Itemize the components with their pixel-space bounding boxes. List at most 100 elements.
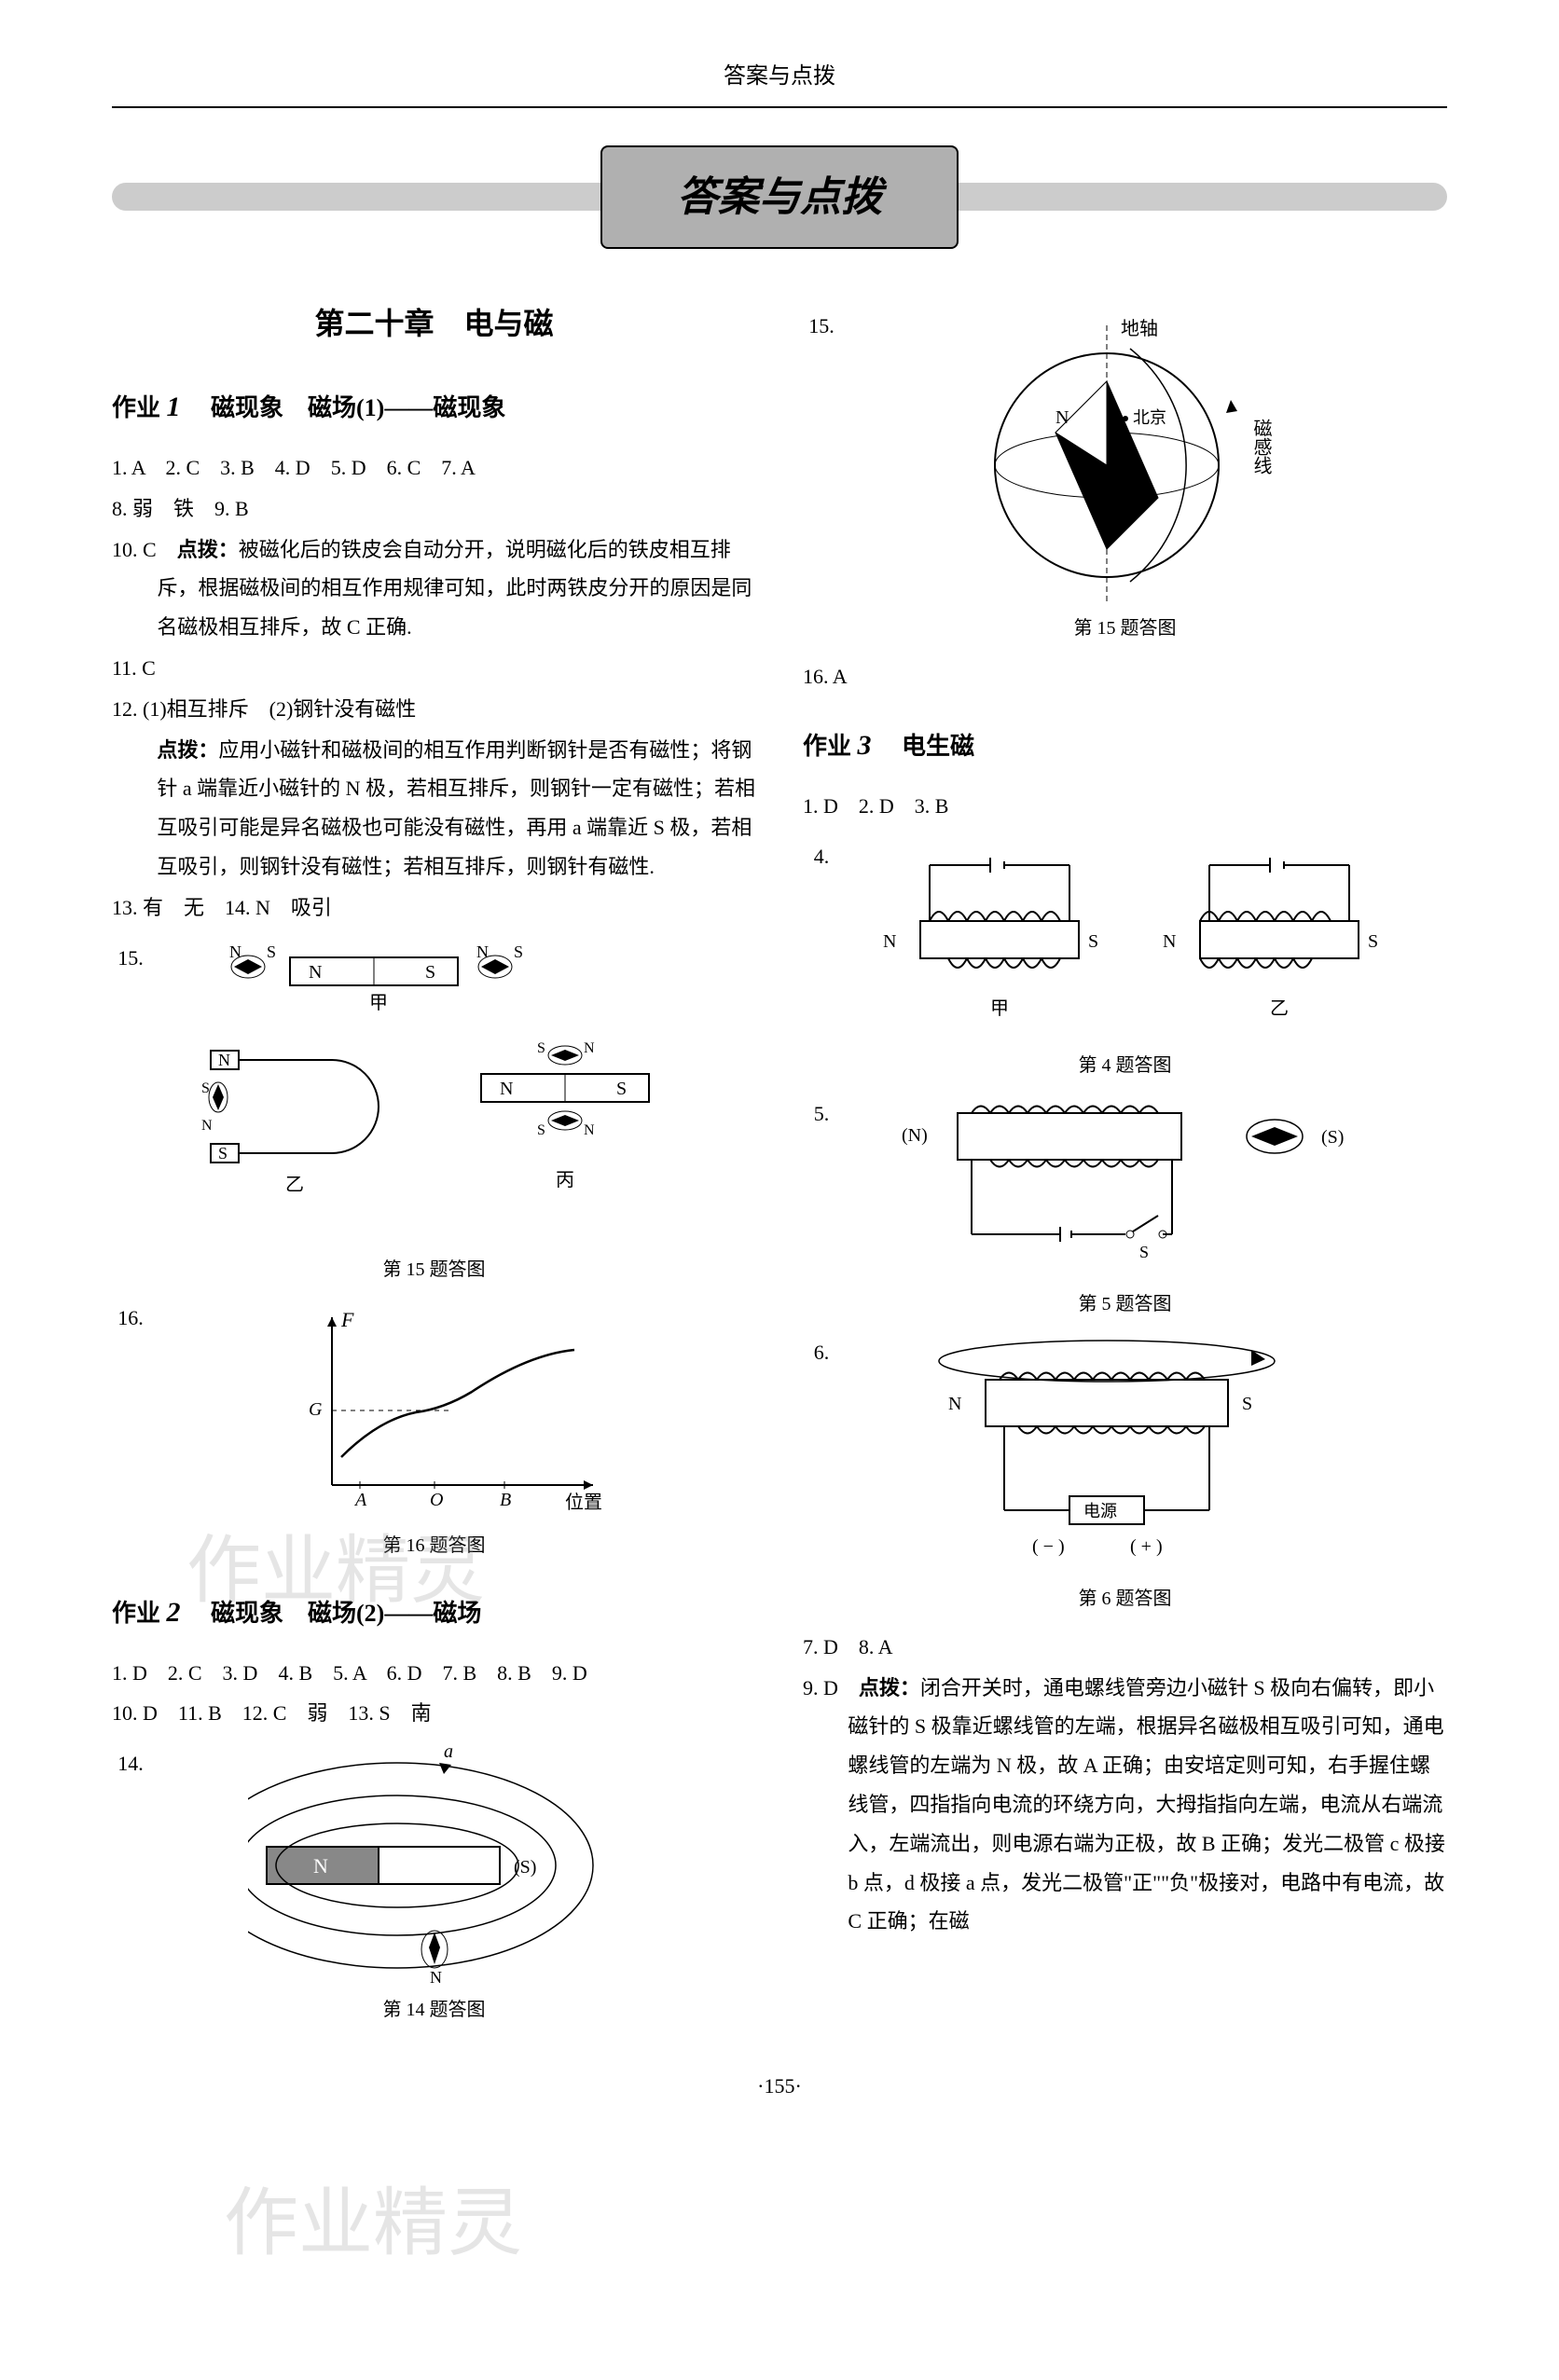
- svg-text:S: S: [514, 942, 523, 961]
- content-columns: 第二十章 电与磁 作业 1 磁现象 磁场(1)——磁现象 1. A 2. C 3…: [112, 296, 1447, 2039]
- hw1-title: 作业 1 磁现象 磁场(1)——磁现象: [112, 380, 756, 433]
- left-column: 第二十章 电与磁 作业 1 磁现象 磁场(1)——磁现象 1. A 2. C 3…: [112, 296, 756, 2039]
- svg-text:S: S: [201, 1080, 210, 1096]
- q9-text: 闭合开关时，通电螺线管旁边小磁针 S 极向右偏转，即小磁针的 S 极靠近螺线管的…: [848, 1676, 1444, 1933]
- svg-text:乙: 乙: [1270, 998, 1289, 1019]
- svg-text:S: S: [1242, 1394, 1252, 1414]
- page: 答案与点拨 答案与点拨 第二十章 电与磁 作业 1 磁现象 磁场(1)——磁现象…: [112, 56, 1447, 2106]
- answer-line: 7. D 8. A: [803, 1628, 1447, 1667]
- fig-num: 4.: [803, 837, 840, 876]
- bar-magnet-field: N (S) a N: [248, 1744, 658, 1987]
- fg-graph: F 位置 G A O B: [285, 1299, 621, 1522]
- hw-num: 2: [167, 1597, 181, 1628]
- svg-text:N: N: [430, 1968, 442, 1987]
- fig-caption: 第 15 题答图: [112, 1252, 756, 1287]
- svg-text:S: S: [537, 1122, 545, 1138]
- svg-text:A: A: [353, 1490, 367, 1510]
- page-number: ·155·: [112, 2067, 1447, 2106]
- q9: 9. D 点拨：闭合开关时，通电螺线管旁边小磁针 S 极向右偏转，即小磁针的 S…: [803, 1669, 1447, 1942]
- magnets-diagram: NS NS NS 甲: [201, 939, 705, 1246]
- hint-label: 点拨：: [177, 538, 239, 561]
- svg-text:位置: 位置: [565, 1492, 602, 1513]
- svg-text:北京: 北京: [1133, 408, 1166, 427]
- svg-text:乙: 乙: [285, 1175, 304, 1195]
- q10: 10. C 点拨：被磁化后的铁皮会自动分开，说明磁化后的铁皮相互排斥，根据磁极间…: [112, 530, 756, 647]
- hw3-fig6: 6.: [803, 1333, 1447, 1616]
- svg-text:S: S: [425, 962, 435, 983]
- svg-text:甲: 甲: [990, 998, 1009, 1019]
- answer-line: 8. 弱 铁 9. B: [112, 489, 756, 529]
- hw3-fig5: 5. (N): [803, 1094, 1447, 1322]
- fig-caption: 第 14 题答图: [112, 1992, 756, 2028]
- svg-text:S: S: [1368, 931, 1378, 952]
- fig-caption: 第 6 题答图: [803, 1581, 1447, 1616]
- q9-head: 9. D: [803, 1676, 859, 1699]
- svg-text:G: G: [309, 1399, 323, 1420]
- fig-caption: 第 16 题答图: [112, 1528, 756, 1563]
- title-banner: 答案与点拨: [112, 145, 1447, 250]
- svg-text:N: N: [948, 1394, 961, 1414]
- solenoid-compass: (N): [902, 1094, 1387, 1281]
- svg-text:O: O: [430, 1490, 443, 1510]
- banner-bar-right: [940, 183, 1447, 211]
- hw-num: 1: [167, 392, 181, 422]
- answer-line: 1. D 2. D 3. B: [803, 787, 1447, 826]
- svg-text:N: N: [1055, 407, 1069, 428]
- hw-prefix: 作业: [803, 733, 851, 760]
- svg-text:(S): (S): [1321, 1127, 1344, 1148]
- hw3-title: 作业 3 电生磁: [803, 719, 1447, 772]
- hw-rest: 磁现象 磁场(1)——磁现象: [186, 394, 505, 421]
- chapter-title: 第二十章 电与磁: [112, 296, 756, 352]
- hw-prefix: 作业: [112, 394, 160, 421]
- fig-num: 6.: [803, 1333, 840, 1372]
- solenoid-pair: N S 甲: [874, 837, 1414, 1042]
- svg-text:磁感线: 磁感线: [1250, 419, 1272, 475]
- svg-text:N: N: [201, 1118, 213, 1134]
- svg-text:N: N: [218, 1051, 230, 1069]
- banner-bar-left: [112, 183, 619, 211]
- hw-rest: 电生磁: [877, 733, 974, 760]
- q13-14: 13. 有 无 14. N 吸引: [112, 888, 756, 928]
- answer-line: 10. D 11. B 12. C 弱 13. S 南: [112, 1694, 756, 1733]
- hint-label: 点拨：: [157, 738, 218, 762]
- svg-text:丙: 丙: [556, 1170, 574, 1190]
- right-column: 15. 地轴 磁感线 北京 N: [803, 296, 1447, 2039]
- svg-text:N: N: [584, 1040, 595, 1056]
- svg-text:甲: 甲: [369, 993, 388, 1013]
- svg-text:S: S: [1139, 1243, 1149, 1261]
- fig-num: 15.: [803, 307, 840, 346]
- fig-caption: 第 4 题答图: [803, 1048, 1447, 1083]
- q10-text: 被磁化后的铁皮会自动分开，说明磁化后的铁皮相互排斥，根据磁极间的相互作用规律可知…: [157, 538, 752, 640]
- solenoid-source: N S 电源 ( − ) ( + ): [930, 1333, 1359, 1575]
- page-header: 答案与点拨: [112, 56, 1447, 108]
- earth-diagram: 地轴 磁感线 北京 N: [948, 307, 1340, 605]
- hw-num: 3: [858, 730, 872, 761]
- hw1-fig16: 16. F 位置 G A O B: [112, 1299, 756, 1563]
- svg-text:a: a: [444, 1744, 453, 1762]
- svg-text:电源: 电源: [1083, 1502, 1117, 1520]
- svg-text:S: S: [1088, 931, 1098, 952]
- hint-label: 点拨：: [859, 1676, 920, 1699]
- fig-num: 15.: [112, 939, 149, 978]
- svg-text:S: S: [218, 1144, 228, 1162]
- q12-first: 12. (1)相互排斥 (2)钢针没有磁性: [112, 690, 756, 729]
- svg-text:(N): (N): [902, 1125, 928, 1146]
- svg-text:N: N: [229, 942, 241, 961]
- fig-num: 5.: [803, 1094, 840, 1134]
- hw-prefix: 作业: [112, 1600, 160, 1627]
- svg-text:N: N: [883, 931, 896, 952]
- hw-rest: 磁现象 磁场(2)——磁场: [186, 1600, 481, 1627]
- svg-text:S: S: [616, 1079, 627, 1099]
- svg-text:( − ): ( − ): [1032, 1536, 1065, 1557]
- svg-text:F: F: [340, 1308, 354, 1331]
- svg-text:N: N: [309, 962, 322, 983]
- q11: 11. C: [112, 649, 756, 688]
- q12-text: 应用小磁针和磁极间的相互作用判断钢针是否有磁性；将钢针 a 端靠近小磁针的 N …: [157, 738, 755, 878]
- svg-text:S: S: [267, 942, 276, 961]
- banner-title: 答案与点拨: [600, 145, 959, 250]
- svg-text:地轴: 地轴: [1121, 318, 1158, 339]
- svg-text:N: N: [313, 1854, 328, 1878]
- answer-line: 1. A 2. C 3. B 4. D 5. D 6. C 7. A: [112, 448, 756, 488]
- answer-line: 1. D 2. C 3. D 4. B 5. A 6. D 7. B 8. B …: [112, 1654, 756, 1693]
- hw1-fig15: 15. NS NS NS 甲: [112, 939, 756, 1287]
